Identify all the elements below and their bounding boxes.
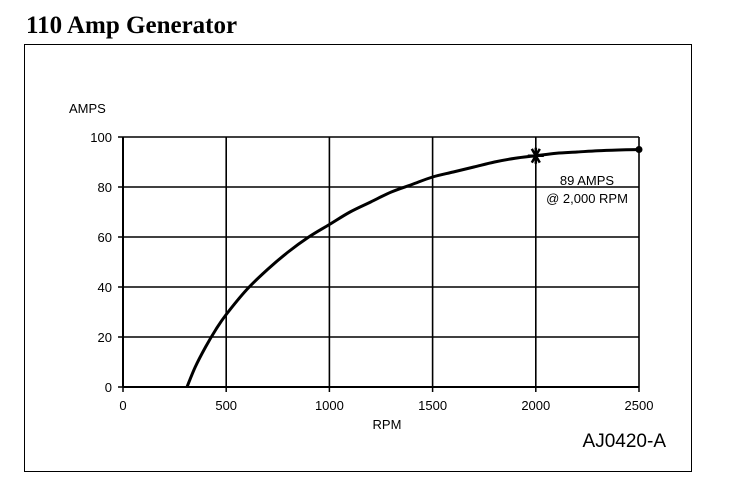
markers [527,146,643,164]
x-tick-label-500: 500 [215,398,237,413]
chart-title: 110 Amp Generator [26,12,238,39]
y-tick-label-100: 100 [90,130,112,145]
axes [118,136,640,392]
x-tick-label-2500: 2500 [625,398,654,413]
amps-curve [185,148,640,388]
annotation-line-1: 89 AMPS [560,173,615,188]
x-tick-label-0: 0 [119,398,126,413]
y-tick-label-20: 20 [98,330,112,345]
x-tick-label-1000: 1000 [315,398,344,413]
annotation-line-2: @ 2,000 RPM [546,191,628,206]
x-axis-label: RPM [373,417,402,432]
y-tick-label-0: 0 [105,380,112,395]
y-tick-label-80: 80 [98,180,112,195]
end-point-marker [635,146,643,153]
star-marker [527,147,544,164]
y-tick-label-40: 40 [98,280,112,295]
tick-labels: 0 500 1000 1500 2000 2500 0 20 40 60 80 100 [90,130,653,413]
y-tick-label-60: 60 [98,230,112,245]
x-tick-label-1500: 1500 [418,398,447,413]
chart-frame: 0 500 1000 1500 2000 2500 0 20 40 60 80 100 AMPS RP… [24,44,692,472]
grid [123,136,640,387]
amps-rpm-chart: 0 500 1000 1500 2000 2500 0 20 40 60 80 100 AMPS RP… [69,101,667,452]
figure-id: AJ0420-A [583,431,667,452]
x-tick-label-2000: 2000 [521,398,550,413]
y-axis-label: AMPS [69,101,106,116]
